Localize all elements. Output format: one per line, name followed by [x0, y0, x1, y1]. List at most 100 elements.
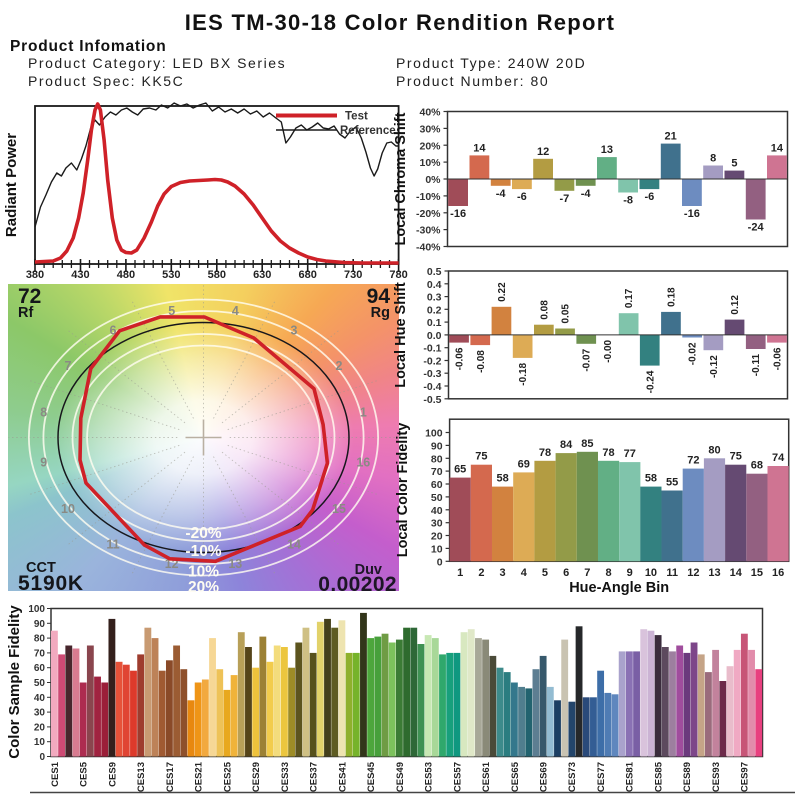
svg-text:14: 14 — [730, 567, 743, 579]
svg-text:16: 16 — [356, 456, 370, 470]
svg-text:380: 380 — [26, 269, 44, 281]
svg-text:20%: 20% — [419, 140, 441, 152]
svg-text:CES57: CES57 — [452, 762, 463, 792]
svg-text:90: 90 — [431, 440, 443, 452]
svg-text:21: 21 — [665, 131, 677, 143]
svg-text:1: 1 — [360, 405, 367, 419]
svg-text:0.12: 0.12 — [730, 295, 741, 315]
svg-text:70: 70 — [34, 648, 46, 659]
svg-text:Duv: Duv — [355, 562, 382, 578]
svg-text:100: 100 — [425, 428, 443, 440]
svg-text:72: 72 — [687, 455, 699, 467]
svg-text:CES37: CES37 — [309, 762, 320, 792]
svg-text:30: 30 — [431, 518, 443, 530]
svg-text:-6: -6 — [644, 191, 654, 203]
svg-text:CES41: CES41 — [337, 761, 348, 792]
svg-text:CES61: CES61 — [481, 761, 492, 792]
svg-text:430: 430 — [71, 269, 89, 281]
svg-text:-0.24: -0.24 — [645, 370, 656, 393]
svg-text:40: 40 — [34, 693, 46, 704]
svg-text:-0.02: -0.02 — [688, 342, 699, 365]
svg-text:-16: -16 — [450, 208, 466, 220]
svg-text:-0.3: -0.3 — [423, 368, 441, 380]
svg-text:-7: -7 — [559, 193, 569, 205]
svg-text:9: 9 — [40, 456, 47, 470]
svg-text:20%: 20% — [188, 579, 219, 596]
svg-text:Color Sample Fidelity: Color Sample Fidelity — [6, 605, 23, 759]
svg-text:5: 5 — [542, 567, 548, 579]
svg-text:-0.11: -0.11 — [751, 354, 762, 377]
svg-text:3: 3 — [291, 323, 298, 337]
svg-text:CES53: CES53 — [424, 762, 435, 792]
svg-text:CES69: CES69 — [539, 762, 550, 792]
svg-text:-10%: -10% — [416, 191, 441, 203]
svg-text:-40%: -40% — [416, 242, 441, 254]
svg-text:530: 530 — [162, 269, 180, 281]
svg-text:580: 580 — [208, 269, 226, 281]
svg-text:CES93: CES93 — [711, 762, 722, 792]
svg-text:58: 58 — [496, 473, 508, 485]
svg-text:CES49: CES49 — [395, 762, 406, 792]
svg-text:480: 480 — [117, 269, 135, 281]
svg-text:0.08: 0.08 — [539, 300, 550, 320]
svg-text:4: 4 — [232, 304, 239, 318]
svg-text:730: 730 — [344, 269, 362, 281]
svg-text:15: 15 — [332, 502, 346, 516]
svg-text:-4: -4 — [496, 188, 507, 200]
svg-text:IES TM-30-18 Color Rendition R: IES TM-30-18 Color Rendition Report — [185, 10, 616, 35]
svg-text:65: 65 — [454, 464, 466, 476]
svg-text:80: 80 — [34, 634, 46, 645]
svg-text:CES9: CES9 — [107, 762, 118, 787]
svg-text:13: 13 — [708, 567, 720, 579]
svg-text:CES77: CES77 — [596, 762, 607, 792]
svg-text:CES1: CES1 — [50, 761, 61, 787]
svg-text:-0.06: -0.06 — [772, 347, 783, 370]
svg-text:5: 5 — [731, 158, 737, 170]
svg-text:0.4: 0.4 — [427, 279, 442, 291]
svg-text:-0.08: -0.08 — [476, 350, 487, 373]
svg-text:8: 8 — [40, 405, 47, 419]
svg-text:40%: 40% — [419, 107, 441, 119]
svg-text:58: 58 — [645, 473, 657, 485]
svg-text:5190K: 5190K — [18, 572, 84, 595]
svg-text:9: 9 — [627, 567, 633, 579]
svg-text:2: 2 — [478, 567, 484, 579]
svg-text:85: 85 — [581, 438, 593, 450]
svg-text:60: 60 — [431, 479, 443, 491]
svg-text:90: 90 — [34, 619, 46, 630]
svg-text:0.05: 0.05 — [561, 304, 572, 324]
svg-text:Product Category: LED BX Serie: Product Category: LED BX Series — [28, 55, 286, 71]
svg-text:30: 30 — [34, 708, 46, 719]
svg-text:Local Chroma Shift: Local Chroma Shift — [393, 112, 409, 245]
svg-text:0%: 0% — [425, 174, 441, 186]
svg-text:0.5: 0.5 — [427, 266, 442, 278]
svg-text:77: 77 — [624, 448, 636, 460]
svg-text:10: 10 — [61, 502, 75, 516]
svg-text:CES85: CES85 — [654, 761, 665, 792]
svg-text:0.17: 0.17 — [624, 288, 635, 308]
svg-text:CES29: CES29 — [251, 762, 262, 792]
svg-text:CES81: CES81 — [625, 761, 636, 792]
svg-text:-6: -6 — [517, 191, 527, 203]
svg-text:94: 94 — [367, 285, 391, 308]
svg-text:Product Number: 80: Product Number: 80 — [396, 73, 549, 89]
svg-text:20: 20 — [34, 722, 46, 733]
svg-text:CES5: CES5 — [79, 761, 90, 787]
svg-text:4: 4 — [521, 567, 528, 579]
svg-text:7: 7 — [65, 359, 72, 373]
svg-text:12: 12 — [537, 146, 549, 158]
svg-text:Local Color Fidelity: Local Color Fidelity — [395, 423, 411, 558]
svg-text:CES13: CES13 — [136, 762, 147, 792]
svg-text:10: 10 — [34, 737, 46, 748]
svg-text:-0.00: -0.00 — [603, 339, 614, 362]
svg-text:Local Hue Shift: Local Hue Shift — [393, 282, 409, 388]
svg-text:6: 6 — [563, 567, 569, 579]
svg-text:3: 3 — [500, 567, 506, 579]
svg-text:8: 8 — [605, 567, 611, 579]
svg-text:20: 20 — [431, 531, 443, 543]
svg-text:CES97: CES97 — [740, 762, 751, 792]
svg-text:10: 10 — [645, 567, 657, 579]
svg-text:0.22: 0.22 — [497, 282, 508, 302]
svg-text:69: 69 — [518, 458, 530, 470]
svg-text:55: 55 — [666, 476, 678, 488]
